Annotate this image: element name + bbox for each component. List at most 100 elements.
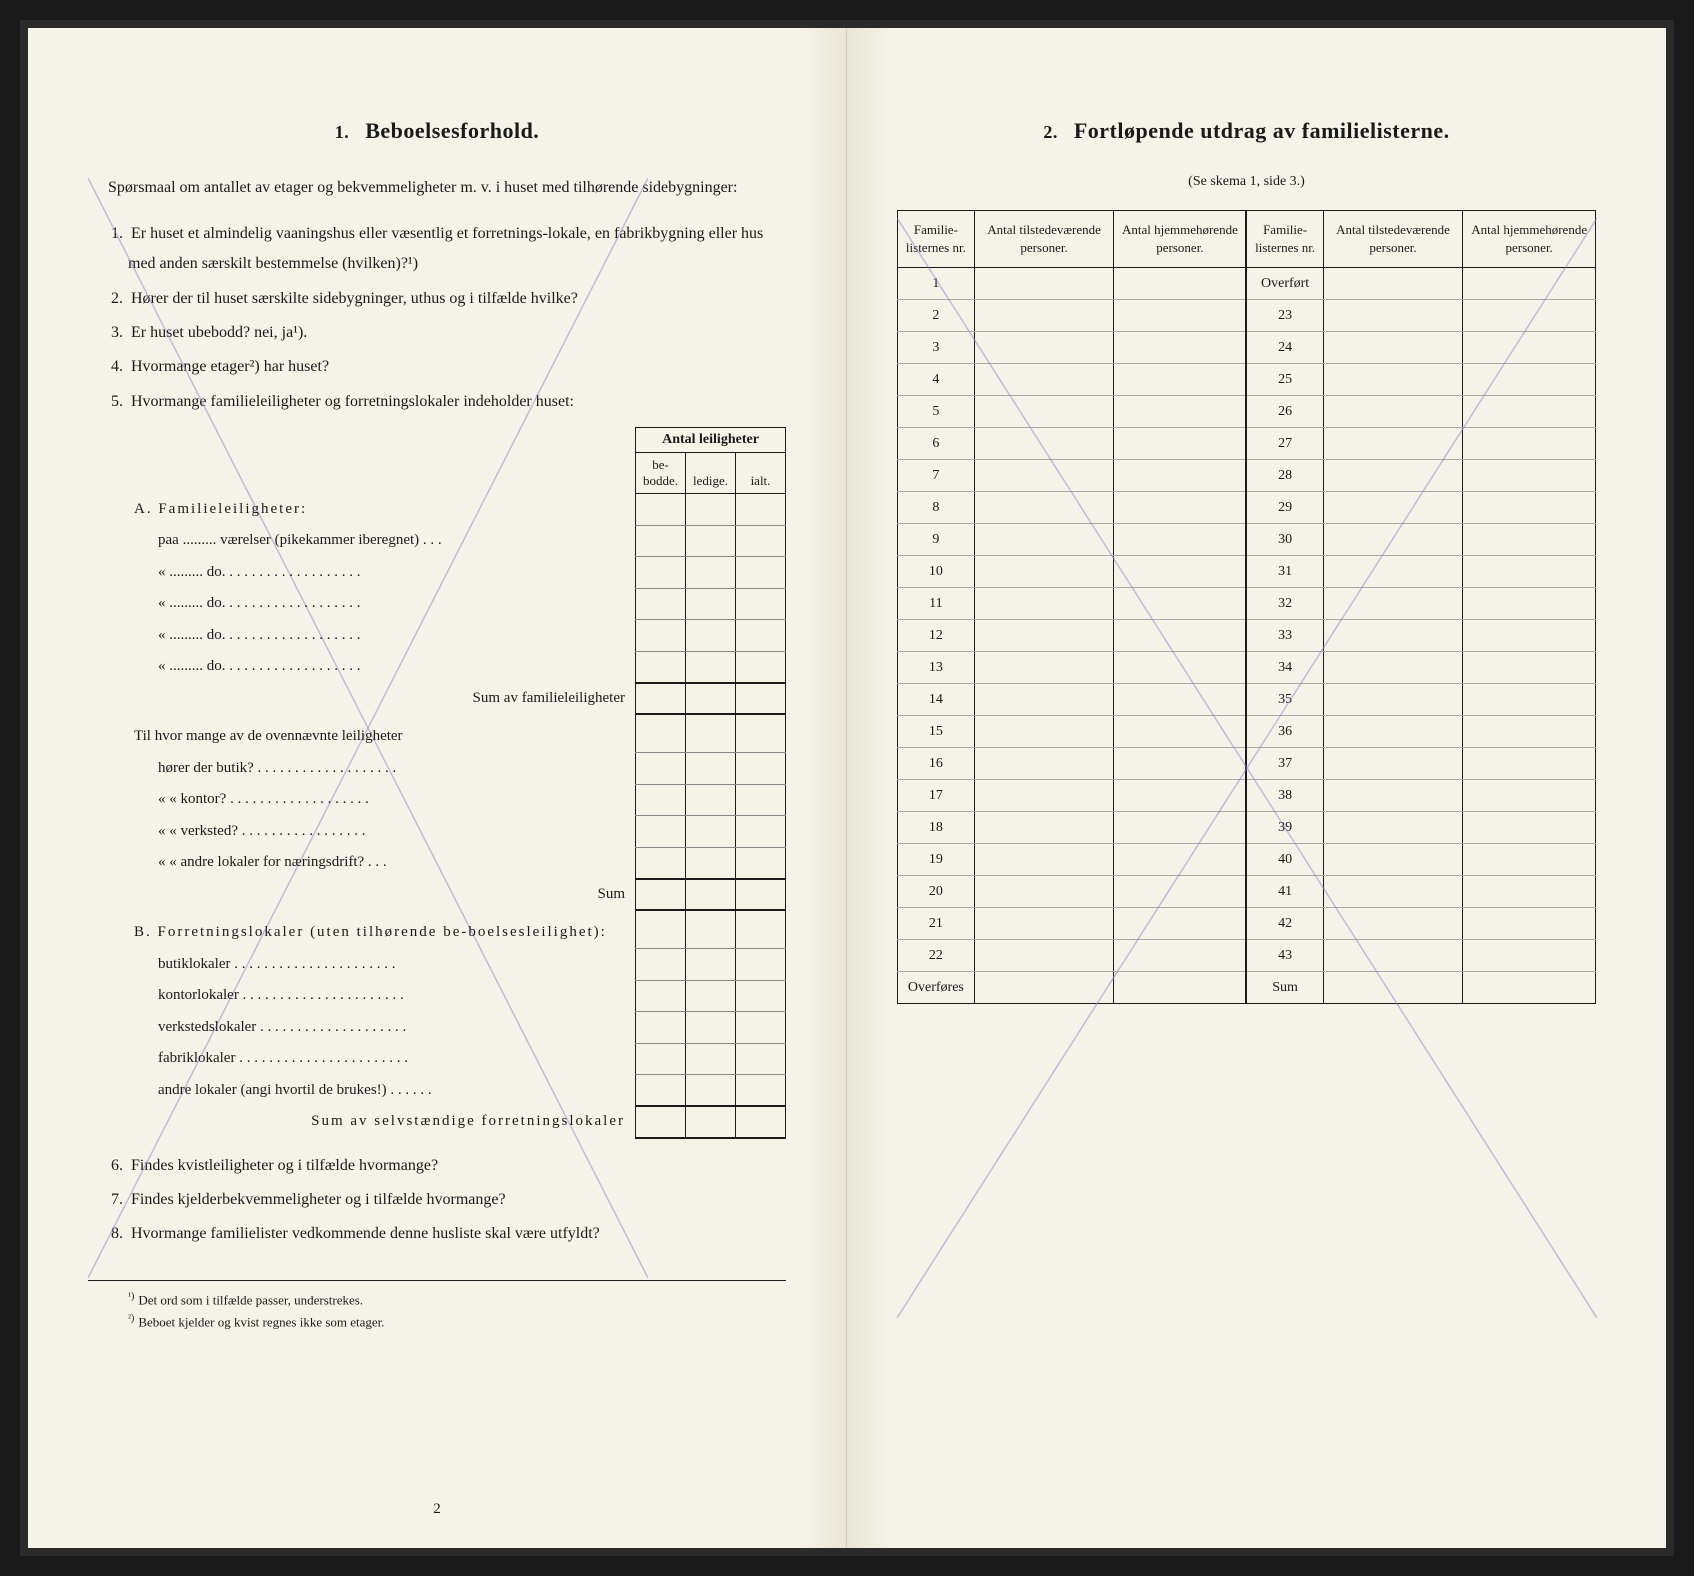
cell <box>974 684 1114 716</box>
cell <box>1114 780 1247 812</box>
row-num-left: 8 <box>898 492 975 524</box>
row-num-right: 43 <box>1246 940 1323 972</box>
row-num-left: 12 <box>898 620 975 652</box>
section-b-title: B. Forretningslokaler (uten tilhørende b… <box>128 910 636 949</box>
table-row: 17 38 <box>898 780 1596 812</box>
cell <box>1323 876 1463 908</box>
left-section-title: 1. Beboelsesforhold. <box>88 118 786 144</box>
right-page: 2. Fortløpende utdrag av familielisterne… <box>847 28 1666 1548</box>
cell <box>1463 332 1596 364</box>
cell <box>974 300 1114 332</box>
cell <box>1323 364 1463 396</box>
row-num-right: 29 <box>1246 492 1323 524</box>
table-row: 2 23 <box>898 300 1596 332</box>
cell <box>1463 652 1596 684</box>
cell <box>1463 972 1596 1004</box>
row-num-left: 11 <box>898 588 975 620</box>
cell <box>1323 684 1463 716</box>
table-row: 14 35 <box>898 684 1596 716</box>
cell <box>1114 684 1247 716</box>
row-mid-2: « « verksted? . . . . . . . . . . . . . … <box>128 816 636 848</box>
cell <box>974 876 1114 908</box>
question-1: 1.Er huset et almindelig vaaningshus ell… <box>88 219 786 280</box>
cell <box>1463 588 1596 620</box>
row-num-left: 4 <box>898 364 975 396</box>
cell <box>1463 428 1596 460</box>
cell <box>1463 876 1596 908</box>
row-num-right: 36 <box>1246 716 1323 748</box>
cell <box>1114 972 1247 1004</box>
row-num-left: 6 <box>898 428 975 460</box>
cell <box>1463 780 1596 812</box>
row-mid-3: « « andre lokaler for næringsdrift? . . … <box>128 847 636 879</box>
cell <box>1323 396 1463 428</box>
row-num-left: 21 <box>898 908 975 940</box>
table-row: 12 33 <box>898 620 1596 652</box>
row-num-right: 31 <box>1246 556 1323 588</box>
cell <box>1323 652 1463 684</box>
cell <box>1114 396 1247 428</box>
table-row: 13 34 <box>898 652 1596 684</box>
cell <box>1114 460 1247 492</box>
row-num-left: 20 <box>898 876 975 908</box>
sub-header-bebodde: be-bodde. <box>636 453 686 494</box>
cell <box>974 652 1114 684</box>
table-row: 10 31 <box>898 556 1596 588</box>
cell <box>1463 364 1596 396</box>
cell <box>974 396 1114 428</box>
table-row: 1 Overført <box>898 268 1596 300</box>
cell <box>1463 812 1596 844</box>
rh-4: Antal tilstedeværende personer. <box>1323 211 1463 268</box>
cell <box>1463 844 1596 876</box>
row-num-right: 30 <box>1246 524 1323 556</box>
row-num-left: 9 <box>898 524 975 556</box>
row-a-0: paa ......... værelser (pikekammer ibere… <box>128 525 636 557</box>
cell <box>974 908 1114 940</box>
cell <box>974 364 1114 396</box>
cell <box>1463 748 1596 780</box>
left-section-num: 1. <box>335 122 350 142</box>
left-intro: Spørsmaal om antallet av etager og bekve… <box>88 174 786 203</box>
question-8: 8.Hvormange familielister vedkommende de… <box>88 1219 786 1249</box>
row-num-left: 14 <box>898 684 975 716</box>
cell <box>974 268 1114 300</box>
cell <box>974 716 1114 748</box>
left-title-text: Beboelsesforhold. <box>365 118 539 143</box>
cell <box>1323 524 1463 556</box>
row-num-left: 22 <box>898 940 975 972</box>
row-a-1: « ......... do. . . . . . . . . . . . . … <box>128 557 636 589</box>
rh-2: Antal hjemmehørende personer. <box>1114 211 1247 268</box>
cell <box>974 812 1114 844</box>
row-num-right: 28 <box>1246 460 1323 492</box>
cell <box>974 844 1114 876</box>
table-row: 16 37 <box>898 748 1596 780</box>
cell <box>974 748 1114 780</box>
cell <box>1323 428 1463 460</box>
cell <box>974 556 1114 588</box>
row-num-right: Sum <box>1246 972 1323 1004</box>
cell <box>1114 940 1247 972</box>
row-num-left: 3 <box>898 332 975 364</box>
sum-b: Sum av selvstændige forretningslokaler <box>128 1106 636 1138</box>
row-num-right: 42 <box>1246 908 1323 940</box>
cell <box>1114 876 1247 908</box>
cell <box>974 524 1114 556</box>
table-row: 3 24 <box>898 332 1596 364</box>
cell <box>1323 940 1463 972</box>
cell <box>1114 748 1247 780</box>
row-num-right: 35 <box>1246 684 1323 716</box>
table-row: 4 25 <box>898 364 1596 396</box>
row-num-left: 18 <box>898 812 975 844</box>
row-num-right: 33 <box>1246 620 1323 652</box>
row-num-left: 7 <box>898 460 975 492</box>
row-num-right: 41 <box>1246 876 1323 908</box>
question-5: 5.Hvormange familieleiligheter og forret… <box>88 387 786 417</box>
table-row: Overføres Sum <box>898 972 1596 1004</box>
row-num-right: 24 <box>1246 332 1323 364</box>
cell <box>1323 268 1463 300</box>
row-mid-1: « « kontor? . . . . . . . . . . . . . . … <box>128 784 636 816</box>
cell <box>1323 492 1463 524</box>
cell <box>974 492 1114 524</box>
rh-5: Antal hjemmehørende personer. <box>1463 211 1596 268</box>
sub-table-wrapper: Antal leiligheter be-bodde. ledige. ialt… <box>128 427 786 1139</box>
